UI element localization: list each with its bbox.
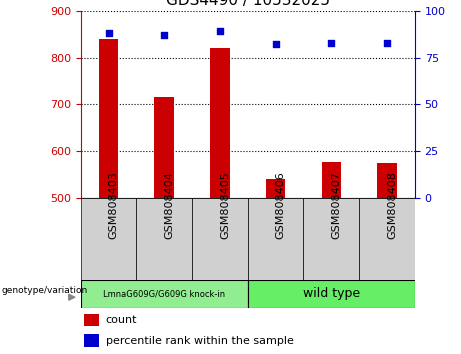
Bar xyxy=(136,198,192,280)
Text: count: count xyxy=(106,315,137,325)
Text: wild type: wild type xyxy=(303,287,360,300)
Text: GSM808407: GSM808407 xyxy=(331,171,341,239)
Bar xyxy=(210,48,230,198)
Text: GSM808405: GSM808405 xyxy=(220,171,230,239)
Text: GSM808406: GSM808406 xyxy=(276,171,286,239)
Point xyxy=(328,40,335,45)
Bar xyxy=(322,162,341,198)
Text: LmnaG609G/G609G knock-in: LmnaG609G/G609G knock-in xyxy=(103,289,225,298)
Bar xyxy=(81,198,136,280)
Text: GSM808408: GSM808408 xyxy=(387,171,397,239)
Text: genotype/variation: genotype/variation xyxy=(1,286,88,295)
Bar xyxy=(84,334,99,347)
Title: GDS4490 / 10532025: GDS4490 / 10532025 xyxy=(166,0,330,8)
Bar xyxy=(266,179,285,198)
Text: percentile rank within the sample: percentile rank within the sample xyxy=(106,336,294,346)
Point xyxy=(384,40,391,45)
Text: GSM808403: GSM808403 xyxy=(108,171,118,239)
Bar xyxy=(377,163,397,198)
Point xyxy=(272,41,279,47)
Bar xyxy=(84,314,99,326)
Point xyxy=(216,28,224,34)
Bar xyxy=(154,97,174,198)
Bar xyxy=(81,280,248,308)
Bar xyxy=(248,280,415,308)
Bar xyxy=(248,198,303,280)
Point xyxy=(160,32,168,38)
Bar xyxy=(303,198,359,280)
Bar xyxy=(99,39,118,198)
Point xyxy=(105,30,112,36)
Bar xyxy=(192,198,248,280)
Bar xyxy=(359,198,415,280)
Text: GSM808404: GSM808404 xyxy=(164,171,174,239)
